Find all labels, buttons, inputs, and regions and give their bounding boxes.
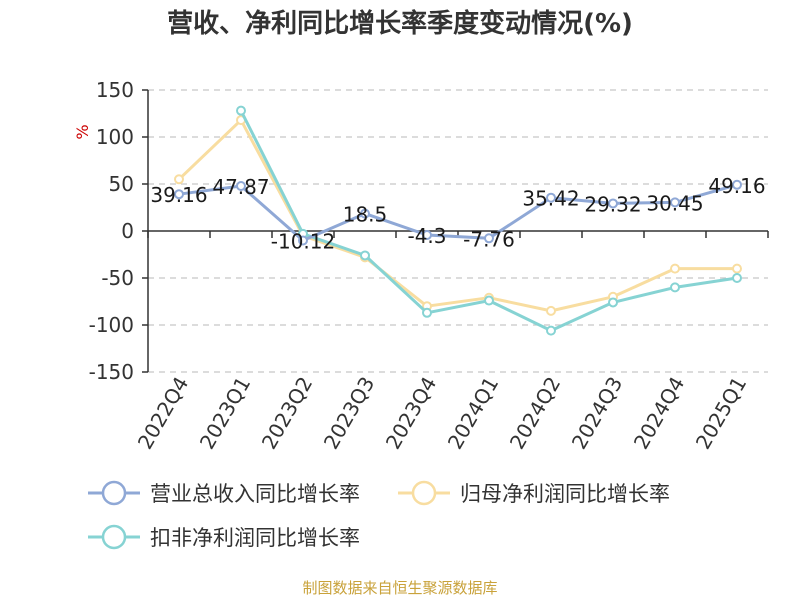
x-tick-label: 2024Q2 [505,373,565,454]
data-label: -7.76 [463,227,515,251]
x-tick-label: 2024Q1 [443,373,503,454]
x-tick-label: 2023Q2 [257,373,317,454]
data-point [546,305,556,316]
y-tick-label: -150 [89,360,134,384]
y-tick-label: 50 [109,172,134,196]
data-point [236,105,246,116]
data-label: 47.87 [212,175,269,199]
legend-label: 扣非净利润同比增长率 [150,526,360,550]
x-tick-label: 2024Q4 [629,373,689,454]
data-point [360,250,370,261]
data-point [360,208,370,219]
data-labels: 39.16 47.87 -10.12 18.5 -4.3 -7.76 35.42 29.32 3… [150,174,765,254]
data-label: 18.5 [343,203,388,227]
data-point [298,235,308,246]
data-point [732,179,742,190]
legend-marker [101,480,127,506]
data-point [732,273,742,283]
data-point [670,263,680,274]
y-tick-label: 100 [96,125,134,149]
data-label: 39.16 [150,183,207,207]
data-label: -10.12 [271,230,335,254]
series-group [174,105,742,336]
data-point [608,198,618,209]
data-point [608,297,618,308]
data-point [670,282,680,293]
source-note: 制图数据来自恒生聚源数据库 [302,579,497,597]
series-line [178,183,738,242]
data-point [484,295,494,306]
data-point [732,263,742,274]
series-line [177,118,737,313]
chart-title: 营收、净利同比增长率季度变动情况(%) [167,8,633,39]
data-point [484,233,494,244]
x-tick-label: 2023Q4 [381,373,441,454]
data-point [422,230,432,241]
data-label: -4.3 [407,224,446,248]
data-point [236,181,246,192]
data-label: 30.45 [646,191,703,215]
y-tick-label: 0 [121,219,134,243]
data-point [174,189,184,200]
legend-label: 营业总收入同比增长率 [150,482,360,506]
data-point [174,174,184,185]
y-tick-label: -50 [101,266,134,290]
data-point [422,307,432,318]
legend-marker [411,480,437,506]
x-tick-label: 2024Q3 [567,373,627,454]
x-tick-label: 2025Q1 [691,373,751,454]
y-axis-unit: % [73,124,92,139]
x-tick-label: 2023Q1 [195,373,255,454]
data-label: 29.32 [584,192,641,216]
legend-label: 归母净利润同比增长率 [460,482,670,506]
data-label: 49.16 [708,174,765,198]
data-point [670,197,680,208]
data-point [546,325,556,336]
y-tick-label: 150 [96,78,134,102]
data-label: 35.42 [522,187,579,211]
y-tick-label: -100 [89,313,134,337]
x-tick-label: 2023Q3 [319,373,379,454]
x-tick-label: 2022Q4 [133,373,193,454]
data-point [546,192,556,203]
legend-marker [101,524,127,550]
